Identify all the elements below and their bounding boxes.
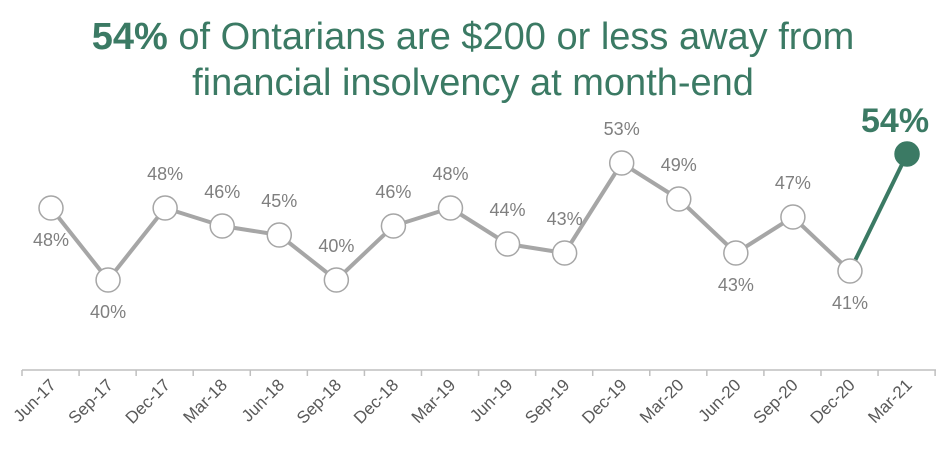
data-label: 43%: [718, 275, 754, 295]
x-tick-label: Mar-21: [864, 375, 916, 427]
data-point: [95, 267, 121, 293]
data-point: [494, 231, 521, 257]
x-tick-label: Sep-18: [293, 375, 345, 427]
data-label: 47%: [775, 173, 811, 193]
x-tick-label: Sep-20: [750, 375, 802, 427]
data-label: 53%: [604, 119, 640, 139]
data-point: [780, 204, 806, 230]
data-point: [837, 258, 863, 284]
data-label: 48%: [147, 164, 183, 184]
data-label: 54%: [861, 102, 929, 140]
data-point: [38, 195, 64, 221]
data-point: [323, 267, 350, 293]
data-label: 40%: [318, 236, 354, 256]
data-label: 46%: [204, 182, 240, 202]
data-label: 48%: [33, 230, 69, 250]
data-point: [209, 213, 235, 239]
data-point: [266, 222, 293, 248]
data-point: [551, 240, 578, 266]
data-label: 46%: [375, 182, 411, 202]
data-point: [608, 150, 635, 176]
data-point: [666, 186, 692, 212]
data-point: [437, 195, 464, 221]
data-label: 48%: [432, 164, 468, 184]
x-tick-label: Mar-19: [408, 375, 460, 427]
x-tick-label: Mar-18: [180, 375, 232, 427]
x-tick-label: Sep-17: [65, 375, 117, 427]
title-highlight: 54%: [91, 16, 168, 58]
highlight-segment: [848, 153, 909, 272]
data-point: [894, 141, 920, 167]
x-tick-label: Jun-19: [466, 375, 516, 425]
x-tick-label: Jun-20: [694, 375, 744, 425]
data-point: [380, 213, 407, 239]
data-label: 49%: [661, 155, 697, 175]
x-tick-label: Dec-19: [578, 375, 630, 427]
data-point: [152, 195, 178, 221]
x-tick-label: Dec-17: [122, 375, 174, 427]
chart-title: 54% of Ontarians are $200 or less away f…: [0, 14, 946, 106]
x-tick-label: Jun-17: [10, 375, 60, 425]
title-line2: financial insolvency at month-end: [192, 62, 754, 104]
x-tick-label: Sep-19: [521, 375, 573, 427]
data-label: 44%: [490, 200, 526, 220]
x-tick-label: Dec-20: [807, 375, 859, 427]
x-tick-label: Jun-18: [238, 375, 288, 425]
data-label: 43%: [547, 209, 583, 229]
x-tick-label: Dec-18: [350, 375, 402, 427]
x-tick-label: Mar-20: [636, 375, 688, 427]
data-point: [723, 240, 749, 266]
data-label: 45%: [261, 191, 297, 211]
title-line1: of Ontarians are $200 or less away from: [167, 16, 855, 58]
data-label: 40%: [90, 302, 126, 322]
data-label: 41%: [832, 293, 868, 313]
